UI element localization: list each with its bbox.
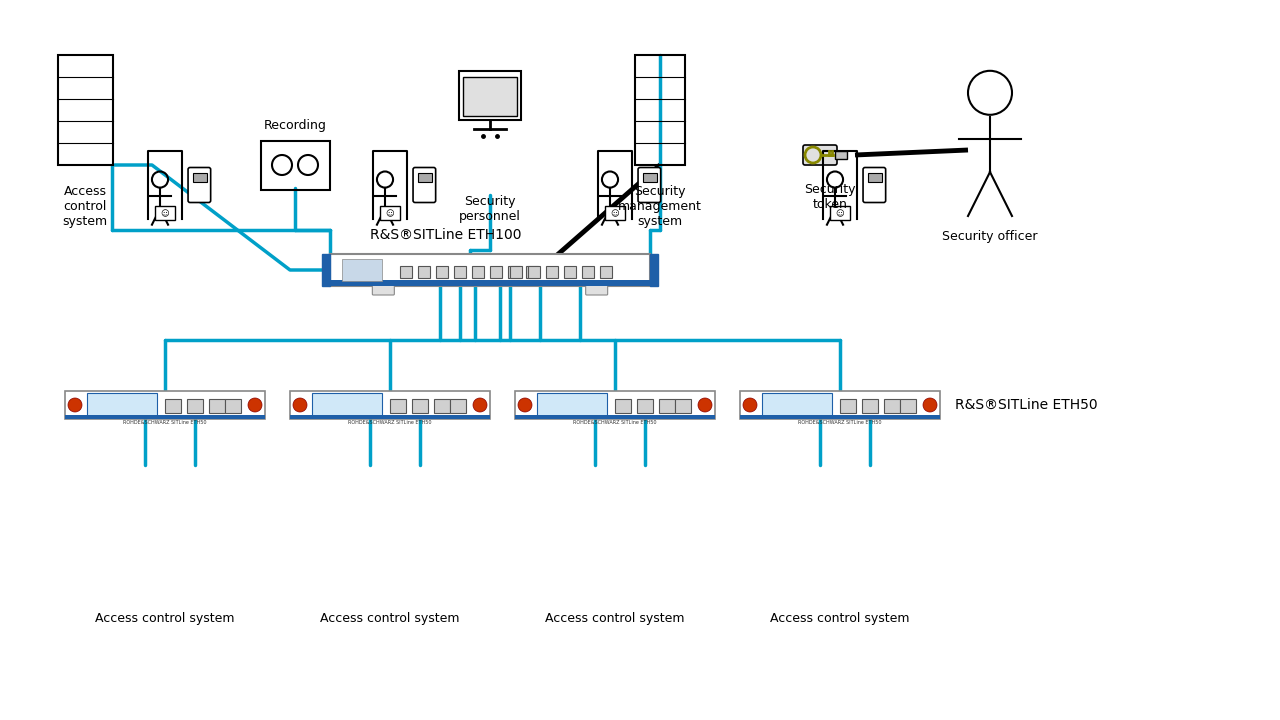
FancyBboxPatch shape [515,391,716,419]
Text: Access control system: Access control system [771,612,910,625]
FancyBboxPatch shape [659,399,675,413]
FancyBboxPatch shape [454,266,466,278]
FancyBboxPatch shape [65,391,265,419]
FancyBboxPatch shape [840,399,856,413]
FancyBboxPatch shape [564,266,576,278]
FancyBboxPatch shape [225,399,241,413]
Text: Recording: Recording [264,119,326,132]
FancyBboxPatch shape [762,393,832,417]
FancyBboxPatch shape [188,168,211,202]
FancyBboxPatch shape [472,266,484,278]
FancyBboxPatch shape [419,266,430,278]
FancyBboxPatch shape [740,415,940,419]
Text: Security
management
system: Security management system [618,185,701,228]
FancyBboxPatch shape [323,254,330,286]
FancyBboxPatch shape [463,77,517,115]
FancyBboxPatch shape [419,173,431,182]
Text: ROHDE&SCHWARZ SITLine ETH50: ROHDE&SCHWARZ SITLine ETH50 [573,420,657,425]
FancyBboxPatch shape [868,173,882,182]
Text: Access control system: Access control system [545,612,685,625]
FancyBboxPatch shape [861,399,878,413]
Circle shape [474,398,486,412]
FancyBboxPatch shape [65,415,265,419]
FancyBboxPatch shape [291,415,490,419]
FancyBboxPatch shape [829,206,850,220]
FancyBboxPatch shape [637,168,660,202]
FancyBboxPatch shape [165,399,180,413]
Text: ROHDE&SCHWARZ SITLine ETH50: ROHDE&SCHWARZ SITLine ETH50 [123,420,207,425]
FancyBboxPatch shape [509,266,522,278]
FancyBboxPatch shape [372,283,394,295]
FancyBboxPatch shape [900,399,916,413]
FancyBboxPatch shape [643,173,657,182]
Text: Access control system: Access control system [95,612,234,625]
FancyBboxPatch shape [87,393,157,417]
Circle shape [742,398,756,412]
Circle shape [346,262,355,272]
FancyBboxPatch shape [490,266,502,278]
FancyBboxPatch shape [526,266,538,278]
FancyBboxPatch shape [342,259,381,281]
Circle shape [698,398,712,412]
Circle shape [923,398,937,412]
FancyBboxPatch shape [582,266,594,278]
FancyBboxPatch shape [193,173,206,182]
Text: ROHDE&SCHWARZ SITLine ETH50: ROHDE&SCHWARZ SITLine ETH50 [348,420,431,425]
FancyBboxPatch shape [835,151,847,159]
FancyBboxPatch shape [399,266,412,278]
FancyBboxPatch shape [863,168,886,202]
Text: R&S®SITLine ETH50: R&S®SITLine ETH50 [955,398,1098,412]
FancyBboxPatch shape [637,399,653,413]
FancyBboxPatch shape [586,283,608,295]
FancyBboxPatch shape [884,399,900,413]
FancyBboxPatch shape [390,399,406,413]
FancyBboxPatch shape [187,399,204,413]
Text: ☺: ☺ [836,209,845,218]
FancyBboxPatch shape [312,393,381,417]
Text: Security
token: Security token [804,183,856,211]
FancyBboxPatch shape [547,266,558,278]
FancyBboxPatch shape [538,393,607,417]
Text: Security
personnel: Security personnel [460,195,521,223]
FancyBboxPatch shape [600,266,612,278]
FancyBboxPatch shape [434,399,451,413]
FancyBboxPatch shape [330,254,650,286]
FancyBboxPatch shape [650,254,658,286]
Circle shape [518,398,532,412]
Text: Access
control
system: Access control system [63,185,108,228]
FancyBboxPatch shape [675,399,691,413]
FancyBboxPatch shape [451,399,466,413]
Text: R&S®SITLine ETH100: R&S®SITLine ETH100 [370,228,521,242]
Circle shape [248,398,262,412]
FancyBboxPatch shape [740,391,940,419]
Text: ☺: ☺ [385,209,394,218]
FancyBboxPatch shape [412,399,428,413]
Text: ROHDE&SCHWARZ SITLine ETH50: ROHDE&SCHWARZ SITLine ETH50 [799,420,882,425]
Text: ☺: ☺ [611,209,620,218]
FancyBboxPatch shape [436,266,448,278]
FancyBboxPatch shape [330,280,650,286]
Circle shape [364,262,372,272]
FancyBboxPatch shape [527,266,540,278]
FancyBboxPatch shape [508,266,520,278]
FancyBboxPatch shape [209,399,225,413]
FancyBboxPatch shape [291,391,490,419]
FancyBboxPatch shape [515,415,716,419]
FancyBboxPatch shape [604,206,626,220]
Text: Access control system: Access control system [320,612,460,625]
FancyBboxPatch shape [380,206,401,220]
FancyBboxPatch shape [614,399,631,413]
Circle shape [68,398,82,412]
FancyBboxPatch shape [155,206,175,220]
Text: ☺: ☺ [160,209,169,218]
Circle shape [293,398,307,412]
FancyBboxPatch shape [413,168,435,202]
FancyBboxPatch shape [803,145,837,165]
Text: Security officer: Security officer [942,230,1038,243]
